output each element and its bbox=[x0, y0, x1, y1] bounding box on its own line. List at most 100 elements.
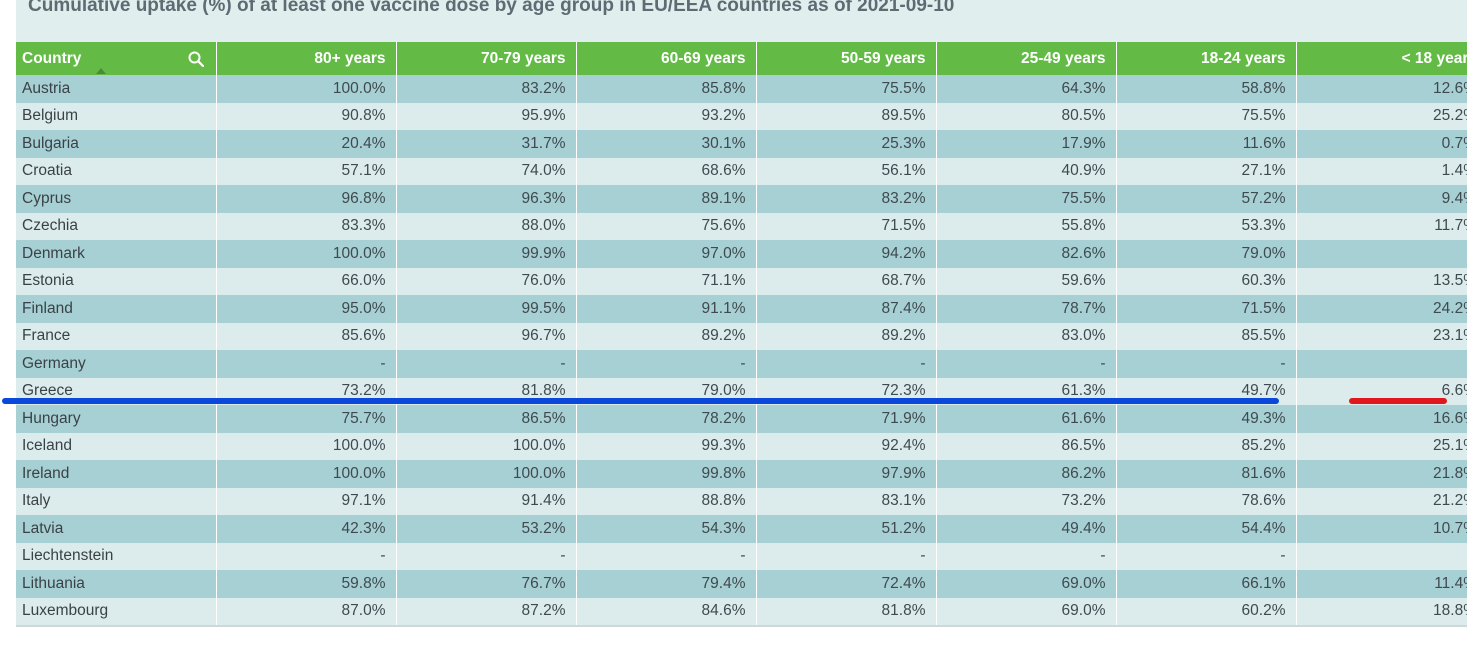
table-row: Hungary 75.7% 86.5% 78.2% 71.9% 61.6% 49.3% 16.… bbox=[16, 405, 1467, 433]
column-header-60-69[interactable]: 60-69 years bbox=[575, 42, 756, 75]
value-70-79: 31.7% bbox=[395, 130, 576, 158]
value-18-24: 66.1% bbox=[1115, 570, 1296, 598]
table-row: Ireland 100.0% 100.0% 99.8% 97.9% 86.2% 81.6% 2… bbox=[16, 460, 1467, 488]
value-80-plus: 100.0% bbox=[215, 432, 396, 460]
column-header-25-49[interactable]: 25-49 years bbox=[935, 42, 1116, 75]
value-60-69: 78.2% bbox=[575, 405, 756, 433]
country-cell: Hungary bbox=[16, 405, 216, 433]
column-header-50-59[interactable]: 50-59 years bbox=[755, 42, 936, 75]
value-80-plus: 100.0% bbox=[215, 460, 396, 488]
value-80-plus: - bbox=[215, 350, 396, 378]
value-25-49: 17.9% bbox=[935, 130, 1116, 158]
value-50-59: 94.2% bbox=[755, 240, 936, 268]
value-18-24: 85.2% bbox=[1115, 432, 1296, 460]
value-80-plus: 59.8% bbox=[215, 570, 396, 598]
value-under-18: 0.7% bbox=[1295, 130, 1467, 158]
value-80-plus: 20.4% bbox=[215, 130, 396, 158]
country-cell: Lithuania bbox=[16, 570, 216, 598]
value-60-69: - bbox=[575, 350, 756, 378]
value-80-plus: 90.8% bbox=[215, 102, 396, 130]
value-80-plus: 66.0% bbox=[215, 267, 396, 295]
header-row: Country 80+ years 70-79 years 60-69 year… bbox=[16, 42, 1467, 75]
value-70-79: 76.7% bbox=[395, 570, 576, 598]
value-60-69: 30.1% bbox=[575, 130, 756, 158]
value-50-59: 83.2% bbox=[755, 185, 936, 213]
search-icon[interactable] bbox=[188, 51, 204, 67]
value-18-24: 71.5% bbox=[1115, 295, 1296, 323]
value-60-69: 99.3% bbox=[575, 432, 756, 460]
value-25-49: 73.2% bbox=[935, 487, 1116, 515]
value-under-18: 11.7% bbox=[1295, 212, 1467, 240]
value-60-69: 97.0% bbox=[575, 240, 756, 268]
country-cell: Estonia bbox=[16, 267, 216, 295]
title-bar: Cumulative uptake (%) of at least one va… bbox=[16, 0, 1467, 42]
value-25-49: 69.0% bbox=[935, 570, 1116, 598]
value-under-18: 24.2% bbox=[1295, 295, 1467, 323]
column-header-under-18[interactable]: < 18 years bbox=[1295, 42, 1467, 75]
country-cell: Ireland bbox=[16, 460, 216, 488]
value-25-49: 80.5% bbox=[935, 102, 1116, 130]
value-80-plus: 57.1% bbox=[215, 157, 396, 185]
value-50-59: 71.9% bbox=[755, 405, 936, 433]
value-80-plus: 100.0% bbox=[215, 240, 396, 268]
value-80-plus: 100.0% bbox=[215, 75, 396, 103]
country-cell: Liechtenstein bbox=[16, 542, 216, 570]
table-row: Luxembourg 87.0% 87.2% 84.6% 81.8% 69.0% 60.2%… bbox=[16, 597, 1467, 627]
value-under-18: 11.4% bbox=[1295, 570, 1467, 598]
annotation-red-underline bbox=[1349, 398, 1447, 404]
value-60-69: - bbox=[575, 542, 756, 570]
value-70-79: 100.0% bbox=[395, 432, 576, 460]
value-70-79: 86.5% bbox=[395, 405, 576, 433]
value-18-24: - bbox=[1115, 542, 1296, 570]
table-row: Bulgaria 20.4% 31.7% 30.1% 25.3% 17.9% 11.6% 0.… bbox=[16, 130, 1467, 158]
value-25-49: 59.6% bbox=[935, 267, 1116, 295]
annotation-blue-underline bbox=[2, 398, 1279, 404]
value-under-18: 18.8% bbox=[1295, 597, 1467, 627]
country-cell: Luxembourg bbox=[16, 597, 216, 627]
value-25-49: 78.7% bbox=[935, 295, 1116, 323]
value-80-plus: 97.1% bbox=[215, 487, 396, 515]
sort-ascending-icon[interactable] bbox=[96, 68, 106, 74]
country-cell: France bbox=[16, 322, 216, 350]
column-header-70-79[interactable]: 70-79 years bbox=[395, 42, 576, 75]
value-50-59: 68.7% bbox=[755, 267, 936, 295]
country-cell: Iceland bbox=[16, 432, 216, 460]
table-row: Iceland 100.0% 100.0% 99.3% 92.4% 86.5% 85.2% 2… bbox=[16, 432, 1467, 460]
value-25-49: 75.5% bbox=[935, 185, 1116, 213]
value-60-69: 84.6% bbox=[575, 597, 756, 627]
value-18-24: 54.4% bbox=[1115, 515, 1296, 543]
value-50-59: - bbox=[755, 350, 936, 378]
table-row: Belgium 90.8% 95.9% 93.2% 89.5% 80.5% 75.5% 25.… bbox=[16, 102, 1467, 130]
country-cell: Czechia bbox=[16, 212, 216, 240]
value-60-69: 89.1% bbox=[575, 185, 756, 213]
value-18-24: 79.0% bbox=[1115, 240, 1296, 268]
value-under-18: - bbox=[1295, 542, 1467, 570]
value-70-79: 100.0% bbox=[395, 460, 576, 488]
value-60-69: 85.8% bbox=[575, 75, 756, 103]
value-under-18: 16.6% bbox=[1295, 405, 1467, 433]
value-60-69: 88.8% bbox=[575, 487, 756, 515]
value-70-79: 99.5% bbox=[395, 295, 576, 323]
value-70-79: 53.2% bbox=[395, 515, 576, 543]
value-70-79: 96.7% bbox=[395, 322, 576, 350]
value-80-plus: 42.3% bbox=[215, 515, 396, 543]
column-header-18-24[interactable]: 18-24 years bbox=[1115, 42, 1296, 75]
value-25-49: 86.2% bbox=[935, 460, 1116, 488]
table-row: Liechtenstein------- bbox=[16, 542, 1467, 570]
value-under-18: 23.1% bbox=[1295, 322, 1467, 350]
column-header-80-plus[interactable]: 80+ years bbox=[215, 42, 396, 75]
value-under-18: - bbox=[1295, 350, 1467, 378]
value-under-18: 1.4% bbox=[1295, 157, 1467, 185]
country-cell: Denmark bbox=[16, 240, 216, 268]
value-under-18: 21.8% bbox=[1295, 460, 1467, 488]
value-60-69: 99.8% bbox=[575, 460, 756, 488]
value-50-59: 81.8% bbox=[755, 597, 936, 627]
value-18-24: 57.2% bbox=[1115, 185, 1296, 213]
value-25-49: 61.6% bbox=[935, 405, 1116, 433]
value-60-69: 71.1% bbox=[575, 267, 756, 295]
column-header-country[interactable]: Country bbox=[16, 42, 216, 75]
value-18-24: 11.6% bbox=[1115, 130, 1296, 158]
table-row: Czechia 83.3% 88.0% 75.6% 71.5% 55.8% 53.3% 11.… bbox=[16, 212, 1467, 240]
value-25-49: 69.0% bbox=[935, 597, 1116, 627]
